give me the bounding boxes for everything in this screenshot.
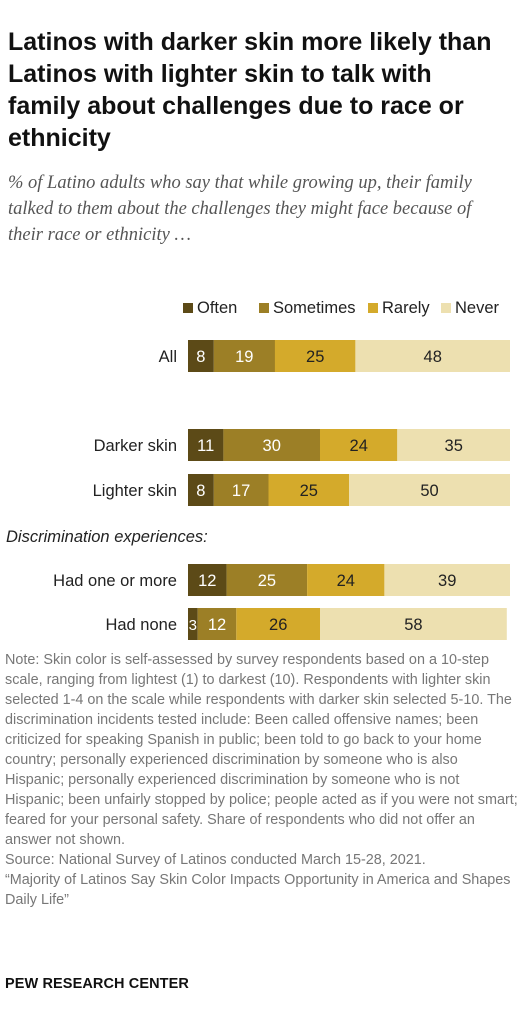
source-text: Source: National Survey of Latinos condu… xyxy=(5,852,426,868)
bar-all-rarely xyxy=(274,340,356,372)
data-label-all-sometimes: 19 xyxy=(235,348,253,366)
bar-darker-skin-never xyxy=(397,429,510,461)
legend-swatch-often xyxy=(183,303,193,313)
notes-block: Note: Skin color is self-assessed by sur… xyxy=(5,650,520,910)
bar-lighter-skin-sometimes xyxy=(213,474,269,506)
note-text: Note: Skin color is self-assessed by sur… xyxy=(5,652,518,848)
bar-lighter-skin-rarely xyxy=(268,474,349,506)
bar-had-one-or-more-often xyxy=(188,564,227,596)
bar-lighter-skin-never xyxy=(349,474,510,506)
bar-had-none-never xyxy=(320,608,507,640)
bar-had-one-or-more-never xyxy=(384,564,510,596)
bar-darker-skin-rarely xyxy=(320,429,398,461)
footer-credit: PEW RESEARCH CENTER xyxy=(5,976,189,992)
bar-had-one-or-more-rarely xyxy=(307,564,385,596)
data-label-lighter-skin-sometimes: 17 xyxy=(232,482,250,500)
data-label-darker-skin-never: 35 xyxy=(445,437,463,455)
bar-all-never xyxy=(355,340,510,372)
bar-darker-skin-sometimes xyxy=(223,429,320,461)
data-label-had-none-rarely: 26 xyxy=(269,616,287,634)
legend-swatch-sometimes xyxy=(259,303,269,313)
data-label-all-often: 8 xyxy=(196,348,205,366)
legend-label-rarely: Rarely xyxy=(382,299,430,317)
data-label-had-one-or-more-sometimes: 25 xyxy=(258,572,276,590)
data-label-all-never: 48 xyxy=(424,348,442,366)
category-label-had-one-or-more: Had one or more xyxy=(53,572,177,590)
data-label-had-one-or-more-never: 39 xyxy=(438,572,456,590)
data-label-had-none-often: 3 xyxy=(189,617,197,634)
data-label-had-none-sometimes: 12 xyxy=(208,616,226,634)
chart-subtitle: % of Latino adults who say that while gr… xyxy=(8,173,472,245)
legend-swatch-rarely xyxy=(368,303,378,313)
bar-all-often xyxy=(188,340,214,372)
chart-title: Latinos with darker skin more likely tha… xyxy=(8,28,492,152)
data-label-darker-skin-often: 11 xyxy=(197,437,214,455)
bar-had-none-often xyxy=(188,608,198,640)
category-label-all: All xyxy=(159,348,177,366)
category-label-had-none: Had none xyxy=(105,616,177,634)
data-label-darker-skin-rarely: 24 xyxy=(350,437,368,455)
bar-all-sometimes xyxy=(213,340,275,372)
bar-had-none-rarely xyxy=(236,608,320,640)
data-label-lighter-skin-rarely: 25 xyxy=(300,482,318,500)
data-label-had-one-or-more-rarely: 24 xyxy=(337,572,355,590)
data-label-darker-skin-sometimes: 30 xyxy=(263,437,281,455)
stacked-bar-chart: Often Sometimes Rarely Never Discrimination … xyxy=(6,299,510,640)
legend-swatch-never xyxy=(441,303,451,313)
legend-label-sometimes: Sometimes xyxy=(273,299,356,317)
bar-darker-skin-often xyxy=(188,429,224,461)
bar-lighter-skin-often xyxy=(188,474,214,506)
bar-had-one-or-more-sometimes xyxy=(226,564,308,596)
group-label: Discrimination experiences: xyxy=(6,528,208,546)
legend-label-often: Often xyxy=(197,299,237,317)
report-title: “Majority of Latinos Say Skin Color Impa… xyxy=(5,872,511,908)
category-label-lighter-skin: Lighter skin xyxy=(93,482,177,500)
category-label-darker-skin: Darker skin xyxy=(94,437,177,455)
bar-had-none-sometimes xyxy=(197,608,237,640)
data-label-had-one-or-more-often: 12 xyxy=(198,572,216,590)
data-label-lighter-skin-never: 50 xyxy=(420,482,438,500)
data-label-all-rarely: 25 xyxy=(306,348,324,366)
data-label-lighter-skin-often: 8 xyxy=(196,482,205,500)
data-label-had-none-never: 58 xyxy=(404,616,422,634)
legend-label-never: Never xyxy=(455,299,500,317)
